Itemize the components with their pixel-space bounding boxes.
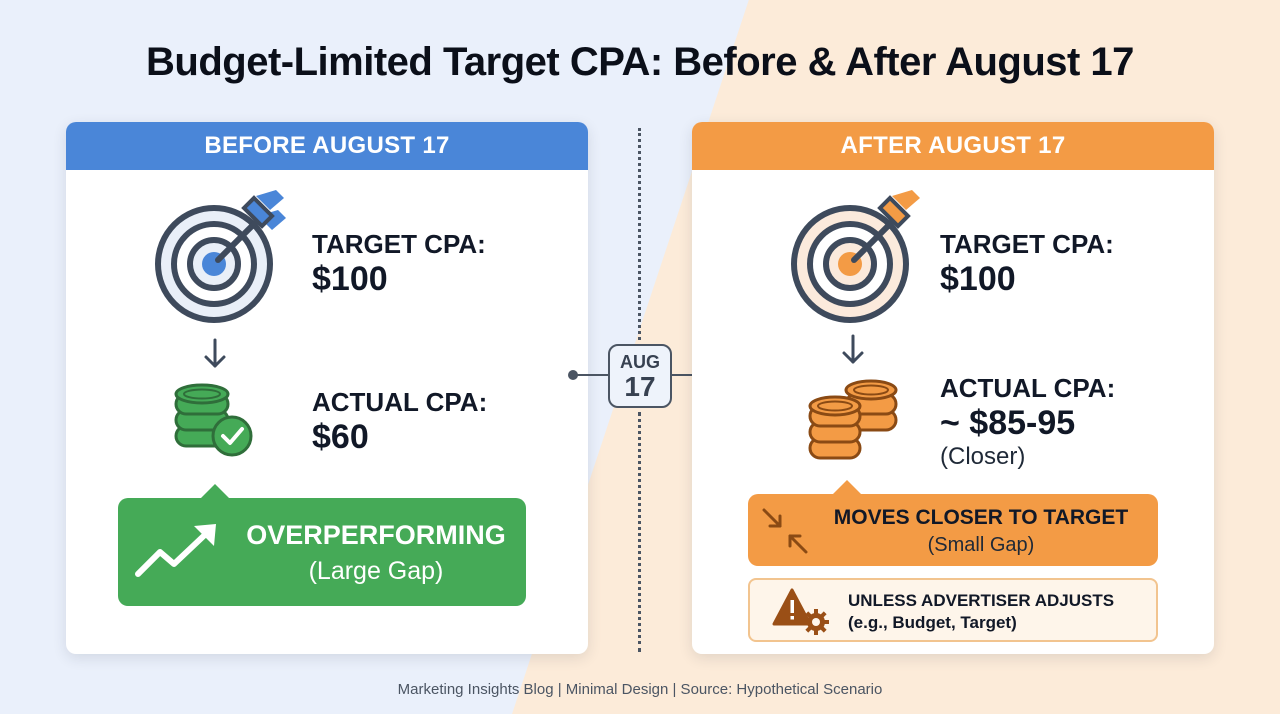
before-target-metric: TARGET CPA: $100 bbox=[312, 228, 486, 298]
coins-check-icon bbox=[174, 383, 253, 457]
after-target-metric: TARGET CPA: $100 bbox=[940, 228, 1114, 298]
connector-line-left bbox=[573, 374, 609, 376]
after-panel-header: AFTER AUGUST 17 bbox=[692, 122, 1214, 170]
warning-gear-icon bbox=[772, 588, 829, 635]
footer-credit: Marketing Insights Blog | Minimal Design… bbox=[397, 681, 883, 698]
page-title: Budget-Limited Target CPA: Before & Afte… bbox=[146, 40, 1134, 84]
date-badge-month: AUG bbox=[620, 352, 660, 372]
coins-stack-icon bbox=[808, 379, 898, 460]
target-arrow-icon bbox=[155, 190, 286, 323]
timeline-divider-top bbox=[638, 128, 641, 340]
after-target-label: TARGET CPA: bbox=[940, 229, 1114, 259]
before-status-subtitle: (Large Gap) bbox=[308, 557, 444, 585]
after-actual-value: ~ $85-95 bbox=[940, 404, 1076, 442]
target-arrow-icon bbox=[791, 190, 920, 323]
advertiser-adjusts-note: UNLESS ADVERTISER ADJUSTS (e.g., Budget,… bbox=[748, 578, 1158, 642]
after-actual-note: (Closer) bbox=[940, 443, 1026, 470]
down-arrow-icon bbox=[204, 338, 226, 368]
after-actual-metric: ACTUAL CPA: ~ $85-95 (Closer) bbox=[940, 372, 1115, 472]
after-status-title: MOVES CLOSER TO TARGET bbox=[833, 506, 1129, 529]
compress-arrows-icon bbox=[762, 508, 808, 554]
moves-closer-callout: MOVES CLOSER TO TARGET (Small Gap) bbox=[748, 480, 1158, 566]
connector-line-right bbox=[671, 374, 707, 376]
down-arrow-icon bbox=[842, 334, 864, 364]
before-status-title: OVERPERFORMING bbox=[246, 520, 506, 550]
before-panel-header: BEFORE AUGUST 17 bbox=[66, 122, 588, 170]
after-status-subtitle: (Small Gap) bbox=[927, 534, 1035, 556]
warning-line-1: UNLESS ADVERTISER ADJUSTS bbox=[848, 591, 1115, 610]
before-target-value: $100 bbox=[312, 260, 388, 298]
before-actual-metric: ACTUAL CPA: $60 bbox=[312, 386, 487, 456]
warning-text: UNLESS ADVERTISER ADJUSTS (e.g., Budget,… bbox=[848, 590, 1114, 634]
callout-pointer bbox=[832, 480, 862, 495]
before-actual-value: $60 bbox=[312, 418, 369, 456]
trend-up-icon bbox=[135, 524, 216, 577]
overperforming-text: OVERPERFORMING (Large Gap) bbox=[236, 520, 516, 586]
warning-line-2: (e.g., Budget, Target) bbox=[848, 613, 1017, 632]
connector-dot-left bbox=[568, 370, 578, 380]
after-actual-label: ACTUAL CPA: bbox=[940, 373, 1116, 403]
moves-closer-text: MOVES CLOSER TO TARGET (Small Gap) bbox=[818, 506, 1144, 557]
date-badge-day: 17 bbox=[624, 371, 656, 402]
callout-pointer bbox=[200, 484, 230, 499]
after-target-value: $100 bbox=[940, 260, 1016, 298]
timeline-divider-bottom bbox=[638, 412, 641, 652]
after-panel: AFTER AUGUST 17 TARGET CPA: $100 ACTUAL … bbox=[692, 122, 1214, 654]
before-target-label: TARGET CPA: bbox=[312, 229, 486, 259]
before-actual-label: ACTUAL CPA: bbox=[312, 387, 488, 417]
overperforming-callout: OVERPERFORMING (Large Gap) bbox=[118, 484, 526, 606]
before-panel: BEFORE AUGUST 17 TARGET CPA: $100 ACTUAL… bbox=[66, 122, 588, 654]
date-badge: AUG 17 bbox=[608, 344, 672, 408]
